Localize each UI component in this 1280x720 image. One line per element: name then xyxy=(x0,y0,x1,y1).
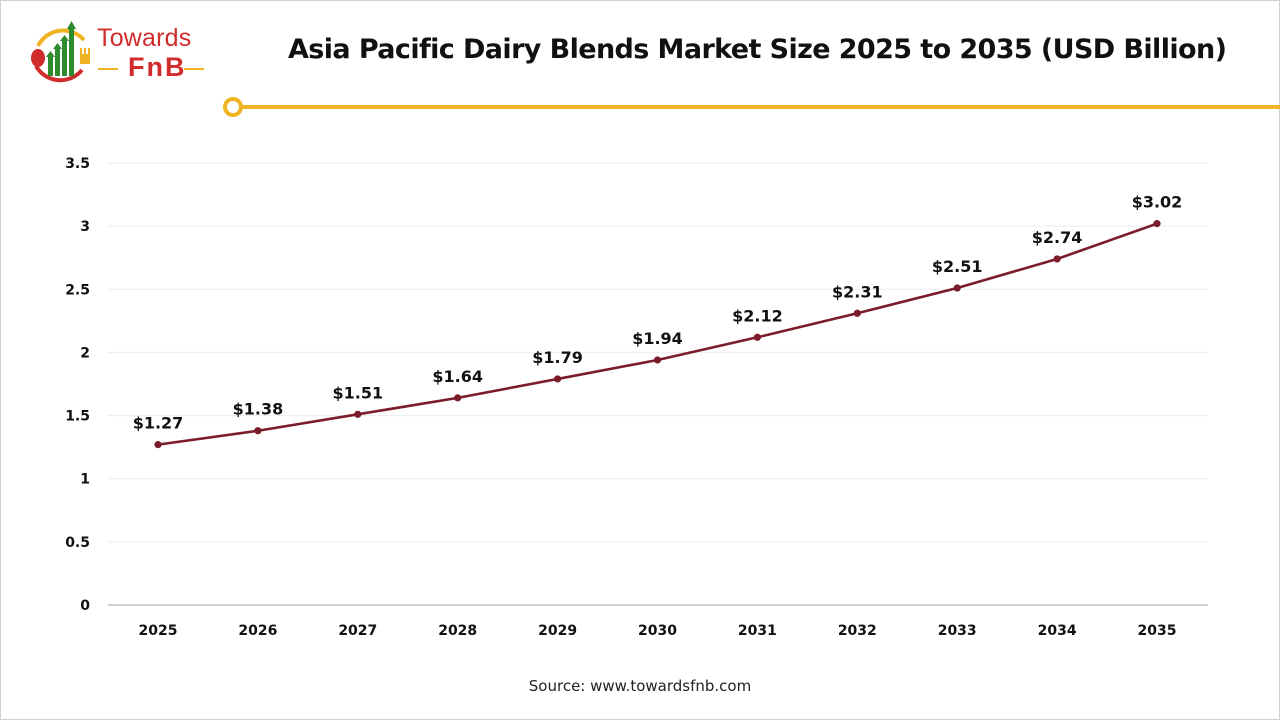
towards-fnb-logo: Towards FnB xyxy=(26,18,216,90)
data-points xyxy=(154,220,1161,449)
y-tick-label: 0 xyxy=(80,598,90,614)
data-point-marker xyxy=(653,356,662,364)
x-tick-label: 2035 xyxy=(1138,623,1177,639)
data-point-marker xyxy=(254,427,262,435)
data-point-marker xyxy=(853,309,861,317)
data-label: $1.79 xyxy=(532,348,583,367)
x-tick-label: 2034 xyxy=(1038,623,1077,639)
y-tick-label: 1.5 xyxy=(65,409,90,425)
y-tick-label: 1 xyxy=(80,472,90,488)
x-tick-label: 2030 xyxy=(638,623,677,639)
data-point-marker xyxy=(354,410,362,418)
data-label: $1.64 xyxy=(432,367,483,386)
logo-chart-fork-spoon-icon xyxy=(31,21,90,83)
data-label: $1.51 xyxy=(332,383,383,402)
chart-title: Asia Pacific Dairy Blends Market Size 20… xyxy=(288,34,1227,65)
x-tick-label: 2032 xyxy=(838,623,877,639)
x-tick-label: 2025 xyxy=(139,623,178,639)
data-point-marker xyxy=(953,284,961,292)
data-label: $3.02 xyxy=(1132,193,1183,212)
y-tick-label: 2 xyxy=(80,345,90,361)
x-tick-label: 2027 xyxy=(338,623,377,639)
logo-text-towards: Towards xyxy=(97,24,192,52)
source-caption: Source: www.towardsfnb.com xyxy=(528,677,752,695)
gridlines xyxy=(108,162,1208,543)
y-tick-label: 2.5 xyxy=(65,282,90,298)
data-point-marker xyxy=(753,333,762,341)
x-tick-label: 2028 xyxy=(438,623,477,639)
title-accent-dot xyxy=(223,97,243,117)
y-tick-label: 0.5 xyxy=(65,535,90,551)
data-label: $2.12 xyxy=(732,306,783,325)
x-tick-label: 2033 xyxy=(938,623,977,639)
y-tick-label: 3.5 xyxy=(65,156,90,172)
logo-dash-left xyxy=(98,68,118,70)
x-tick-label: 2026 xyxy=(238,623,277,639)
logo-dash-right xyxy=(184,68,204,70)
x-tick-label: 2029 xyxy=(538,623,577,639)
data-point-marker xyxy=(554,375,562,383)
x-axis-ticks: 2025 2026 2027 2028 2029 2030 2031 2032 2033 2034… xyxy=(139,623,1177,639)
data-labels: $1.27 $1.38 $1.51 $1.64 $1.79 $1.94 $2.12 $2.31… xyxy=(133,193,1183,433)
data-label: $1.94 xyxy=(632,329,683,348)
logo-text-fnb: FnB xyxy=(128,52,187,82)
y-axis-ticks: 0 0.5 1 1.5 2 2.5 3 3.5 xyxy=(65,156,90,614)
data-label: $1.38 xyxy=(233,400,284,419)
data-point-marker xyxy=(1053,255,1061,263)
data-label: $2.31 xyxy=(832,282,883,301)
data-label: $1.27 xyxy=(133,414,184,433)
x-tick-label: 2031 xyxy=(738,623,777,639)
y-tick-label: 3 xyxy=(80,219,90,235)
data-point-marker xyxy=(154,441,162,449)
title-accent-line xyxy=(240,105,1280,109)
data-point-marker xyxy=(454,394,462,402)
data-label: $2.51 xyxy=(932,257,983,276)
data-point-marker xyxy=(1153,220,1161,228)
data-label: $2.74 xyxy=(1032,228,1083,247)
